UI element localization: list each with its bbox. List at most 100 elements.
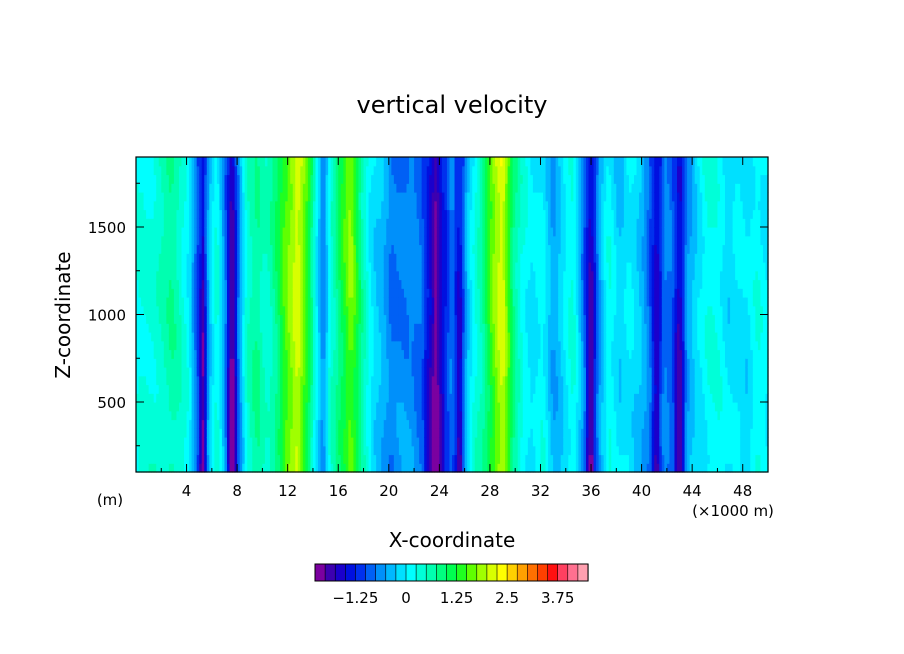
heatmap-cell [302,253,306,263]
heatmap-cell [462,157,466,167]
heatmap-cell [292,340,296,351]
heatmap-cell [267,209,271,219]
heatmap-cell [469,270,473,281]
heatmap-cell [204,279,208,289]
heatmap-cell [239,314,243,324]
heatmap-cell [335,349,339,359]
heatmap-cell [186,463,190,473]
heatmap-cell [221,314,226,324]
heatmap-cell [358,437,362,447]
heatmap-cell [484,323,488,333]
heatmap-cell [176,235,180,246]
heatmap-cell [146,200,150,211]
heatmap-cell [439,428,443,438]
heatmap-cell [252,375,256,386]
heatmap-cell [484,384,488,394]
heatmap-cell [335,297,339,307]
heatmap-cell [421,174,425,184]
heatmap-cell [191,437,195,447]
heatmap-cell [482,227,486,237]
heatmap-cell [348,410,352,421]
heatmap-cell [330,262,334,272]
heatmap-cell [388,402,392,412]
heatmap-cell [138,192,142,202]
heatmap-cell [209,305,213,316]
heatmap-cell [315,279,319,289]
heatmap-cell [161,227,165,237]
heatmap-cell [186,209,190,219]
heatmap-cell [219,244,223,254]
heatmap-cell [259,262,263,272]
heatmap-cell [424,165,428,176]
heatmap-cell [371,157,375,167]
heatmap-cell [340,279,344,289]
heatmap-cell [439,305,443,316]
heatmap-cell [323,305,327,316]
heatmap-cell [315,323,319,333]
heatmap-cell [264,445,269,456]
heatmap-cell [393,384,397,394]
heatmap-cell [196,200,200,211]
heatmap-cell [214,393,218,403]
heatmap-cell [416,410,420,421]
heatmap-cell [383,165,387,176]
heatmap-cell [181,297,185,307]
heatmap-cell [312,192,317,202]
heatmap-cell [148,262,152,272]
heatmap-cell [297,200,301,211]
heatmap-cell [290,192,294,202]
heatmap-cell [381,358,385,368]
heatmap-cell [323,270,327,281]
heatmap-cell [171,288,175,298]
heatmap-cell [416,297,420,307]
heatmap-cell [196,358,200,368]
heatmap-cell [391,279,395,289]
heatmap-cell [214,402,218,412]
heatmap-cell [310,463,314,473]
heatmap-cell [191,375,195,386]
heatmap-cell [136,227,140,237]
heatmap-cell [388,393,392,403]
heatmap-cell [482,332,486,342]
heatmap-cell [434,375,438,386]
heatmap-cell [148,244,152,254]
heatmap-cell [300,332,304,342]
heatmap-cell [355,410,360,421]
heatmap-cell [151,393,155,403]
heatmap-cell [302,218,306,228]
heatmap-cell [259,288,263,298]
heatmap-cell [444,419,448,429]
heatmap-cell [441,428,446,438]
heatmap-cell [416,314,420,324]
heatmap-cell [153,393,157,403]
heatmap-cell [398,279,403,289]
heatmap-cell [467,270,471,281]
heatmap-cell [178,262,183,272]
heatmap-cell [446,323,451,333]
heatmap-cell [305,262,309,272]
heatmap-cell [348,192,352,202]
heatmap-cell [143,279,147,289]
heatmap-cell [312,183,317,193]
heatmap-cell [216,332,221,342]
heatmap-cell [254,262,258,272]
heatmap-cell [237,367,241,377]
heatmap-cell [467,358,471,368]
heatmap-cell [178,393,183,403]
heatmap-cell [396,384,400,394]
heatmap-cell [206,165,210,176]
heatmap-cell [234,340,238,351]
heatmap-cell [196,402,200,412]
heatmap-cell [431,349,435,359]
heatmap-cell [290,183,294,193]
heatmap-cell [355,454,360,464]
heatmap-cell [350,305,355,316]
heatmap-cell [156,314,160,324]
heatmap-cell [345,270,349,281]
heatmap-cell [237,305,241,316]
heatmap-cell [189,428,193,438]
heatmap-cell [383,402,387,412]
heatmap-cell [272,218,276,228]
heatmap-cell [328,192,332,202]
heatmap-cell [388,410,392,421]
